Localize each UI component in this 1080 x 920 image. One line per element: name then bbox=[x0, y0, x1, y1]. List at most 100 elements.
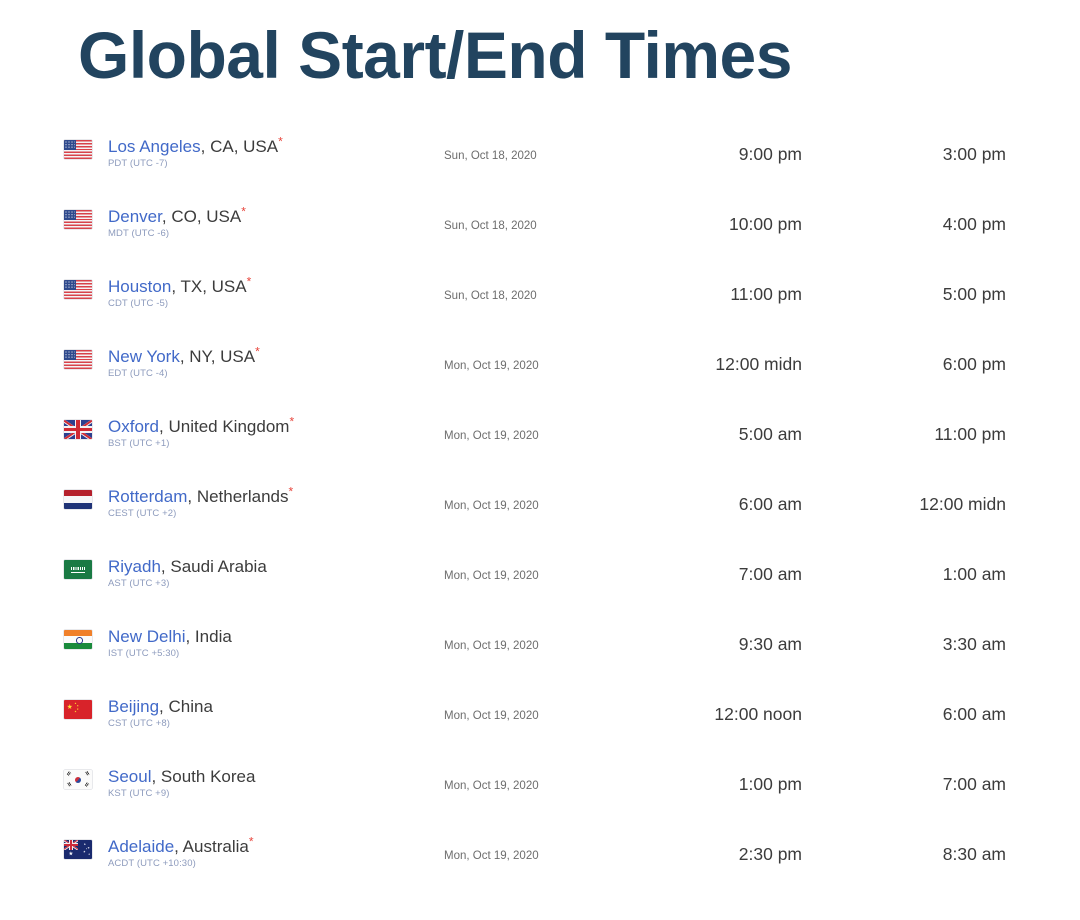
start-time-cell: 12:00 midn bbox=[715, 354, 802, 374]
timezone-label: AST (UTC +3) bbox=[108, 578, 170, 589]
location-name: Seoul, South Korea bbox=[108, 766, 255, 787]
date-cell: Mon, Oct 19, 2020 bbox=[444, 430, 539, 442]
table-row: Los Angeles, CA, USA* PDT (UTC -7) Sun, Oc… bbox=[0, 126, 1080, 196]
timezone-label: BST (UTC +1) bbox=[108, 438, 170, 449]
dst-marker: * bbox=[248, 834, 254, 849]
start-time-cell: 1:00 pm bbox=[738, 774, 802, 794]
table-row: Oxford, United Kingdom* BST (UTC +1) Mon, … bbox=[0, 406, 1080, 476]
date-cell: Mon, Oct 19, 2020 bbox=[444, 850, 539, 862]
city-link[interactable]: Rotterdam bbox=[108, 487, 188, 506]
location-name: New Delhi, India bbox=[108, 626, 232, 647]
location-cell: Houston, TX, USA* CDT (UTC -5) bbox=[64, 266, 424, 336]
start-time-cell: 12:00 noon bbox=[714, 704, 802, 724]
end-time-cell: 5:00 pm bbox=[942, 284, 1006, 304]
end-time-cell: 7:00 am bbox=[942, 774, 1006, 794]
table-row: New Delhi, India IST (UTC +5:30) Mon, Oct … bbox=[0, 616, 1080, 686]
flag-nl-icon bbox=[64, 490, 92, 509]
timezone-label: KST (UTC +9) bbox=[108, 788, 170, 799]
end-time-cell: 8:30 am bbox=[942, 844, 1006, 864]
city-link[interactable]: Los Angeles bbox=[108, 137, 201, 156]
start-time-cell: 11:00 pm bbox=[730, 284, 802, 304]
city-link[interactable]: Houston bbox=[108, 277, 172, 296]
table-row: Riyadh, Saudi Arabia AST (UTC +3) Mon, Oct… bbox=[0, 546, 1080, 616]
region-label: , Australia bbox=[174, 837, 249, 856]
table-row: Denver, CO, USA* MDT (UTC -6) Sun, Oct 18,… bbox=[0, 196, 1080, 266]
flag-us-icon bbox=[64, 350, 92, 369]
region-label: , China bbox=[159, 697, 213, 716]
city-link[interactable]: New York bbox=[108, 347, 180, 366]
location-name: Beijing, China bbox=[108, 696, 213, 717]
start-time-cell: 6:00 am bbox=[738, 494, 802, 514]
region-label: , TX, USA bbox=[171, 277, 247, 296]
timezone-label: MDT (UTC -6) bbox=[108, 228, 170, 239]
location-name: Houston, TX, USA* bbox=[108, 274, 252, 297]
location-cell: New York, NY, USA* EDT (UTC -4) bbox=[64, 336, 424, 406]
timezone-table: Los Angeles, CA, USA* PDT (UTC -7) Sun, Oc… bbox=[0, 126, 1080, 896]
timezone-label: EDT (UTC -4) bbox=[108, 368, 168, 379]
date-cell: Mon, Oct 19, 2020 bbox=[444, 780, 539, 792]
table-row: Seoul, South Korea KST (UTC +9) Mon, Oct 1… bbox=[0, 756, 1080, 826]
start-time-cell: 9:30 am bbox=[738, 634, 802, 654]
location-name: Denver, CO, USA* bbox=[108, 204, 246, 227]
dst-marker: * bbox=[278, 134, 283, 149]
location-cell: Riyadh, Saudi Arabia AST (UTC +3) bbox=[64, 546, 424, 616]
page-title: Global Start/End Times bbox=[78, 18, 792, 92]
start-time-cell: 9:00 pm bbox=[738, 144, 802, 164]
location-name: Rotterdam, Netherlands* bbox=[108, 485, 293, 507]
table-row: New York, NY, USA* EDT (UTC -4) Mon, Oct 1… bbox=[0, 336, 1080, 406]
location-cell: Rotterdam, Netherlands* CEST (UTC +2) bbox=[64, 476, 424, 546]
table-row: Beijing, China CST (UTC +8) Mon, Oct 19, 2… bbox=[0, 686, 1080, 756]
timezone-label: PDT (UTC -7) bbox=[108, 158, 168, 169]
location-name: Oxford, United Kingdom* bbox=[108, 415, 294, 437]
end-time-cell: 6:00 pm bbox=[942, 354, 1006, 374]
timezone-label: IST (UTC +5:30) bbox=[108, 648, 180, 659]
region-label: , NY, USA bbox=[179, 347, 256, 366]
city-link[interactable]: New Delhi bbox=[108, 627, 186, 646]
location-cell: Los Angeles, CA, USA* PDT (UTC -7) bbox=[64, 126, 424, 196]
dst-marker: * bbox=[241, 204, 246, 219]
start-time-cell: 7:00 am bbox=[738, 564, 802, 584]
region-label: , Netherlands bbox=[187, 487, 289, 506]
flag-us-icon bbox=[64, 210, 92, 229]
flag-cn-icon bbox=[64, 700, 92, 719]
region-label: , United Kingdom bbox=[159, 417, 290, 436]
flag-us-icon bbox=[64, 280, 92, 299]
location-name: New York, NY, USA* bbox=[108, 344, 260, 367]
region-label: , Saudi Arabia bbox=[160, 557, 267, 576]
city-link[interactable]: Adelaide bbox=[108, 837, 175, 856]
table-row: Adelaide, Australia* ACDT (UTC +10:30) Mon… bbox=[0, 826, 1080, 896]
flag-us-icon bbox=[64, 140, 92, 159]
timezone-label: CDT (UTC -5) bbox=[108, 298, 169, 309]
date-cell: Mon, Oct 19, 2020 bbox=[444, 360, 539, 372]
flag-uk-icon bbox=[64, 420, 92, 439]
end-time-cell: 12:00 midn bbox=[919, 494, 1006, 514]
city-link[interactable]: Beijing bbox=[108, 697, 160, 716]
timezone-label: CEST (UTC +2) bbox=[108, 508, 177, 519]
timezone-label: ACDT (UTC +10:30) bbox=[108, 858, 196, 869]
location-name: Adelaide, Australia* bbox=[108, 834, 254, 857]
dst-marker: * bbox=[255, 344, 260, 359]
date-cell: Sun, Oct 18, 2020 bbox=[444, 290, 537, 302]
end-time-cell: 3:00 pm bbox=[942, 144, 1006, 164]
city-link[interactable]: Seoul bbox=[108, 767, 152, 786]
location-name: Los Angeles, CA, USA* bbox=[108, 134, 283, 157]
dst-marker: * bbox=[246, 274, 252, 289]
location-cell: Seoul, South Korea KST (UTC +9) bbox=[64, 756, 424, 826]
date-cell: Mon, Oct 19, 2020 bbox=[444, 570, 539, 582]
flag-in-icon bbox=[64, 630, 92, 649]
city-link[interactable]: Oxford bbox=[108, 417, 160, 436]
date-cell: Sun, Oct 18, 2020 bbox=[444, 150, 537, 162]
region-label: , India bbox=[185, 627, 232, 646]
date-cell: Sun, Oct 18, 2020 bbox=[444, 220, 537, 232]
date-cell: Mon, Oct 19, 2020 bbox=[444, 710, 539, 722]
end-time-cell: 4:00 pm bbox=[942, 214, 1006, 234]
flag-kr-icon bbox=[64, 770, 92, 789]
end-time-cell: 6:00 am bbox=[942, 704, 1006, 724]
city-link[interactable]: Riyadh bbox=[108, 557, 161, 576]
flag-sa-icon bbox=[64, 560, 92, 579]
region-label: , CO, USA bbox=[161, 207, 242, 226]
table-row: Houston, TX, USA* CDT (UTC -5) Sun, Oct 18… bbox=[0, 266, 1080, 336]
city-link[interactable]: Denver bbox=[108, 207, 162, 226]
end-time-cell: 3:30 am bbox=[942, 634, 1006, 654]
